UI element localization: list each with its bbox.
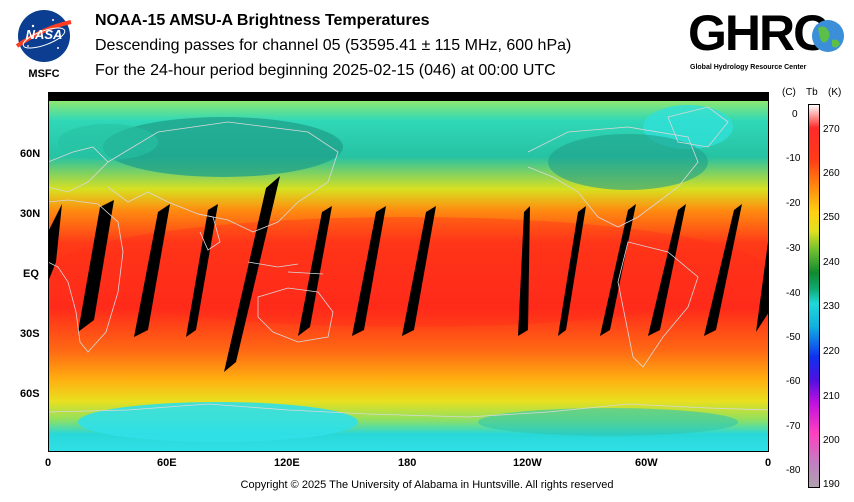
lon-tick-180: 180	[398, 457, 417, 469]
map-frame	[48, 92, 769, 452]
nasa-logo-text: NASA	[25, 27, 63, 42]
chart-title: NOAA-15 AMSU-A Brightness Temperatures	[95, 12, 430, 29]
chart-subtitle: Descending passes for channel 05 (53595.…	[95, 37, 572, 54]
celsius-tick-m60: -60	[786, 376, 801, 387]
celsius-tick-m40: -40	[786, 288, 801, 299]
globe-icon	[812, 20, 844, 52]
celsius-tick-m70: -70	[786, 421, 801, 432]
colorbar	[808, 104, 820, 488]
coastlines	[47, 106, 770, 418]
kelvin-tick-210: 210	[823, 391, 840, 402]
colorbar-header-kelvin: (K)	[828, 87, 842, 98]
lon-tick-120w: 120W	[513, 457, 542, 469]
nasa-meatball-icon	[15, 10, 72, 62]
lat-tick-60s: 60S	[20, 388, 40, 400]
celsius-tick-m10: -10	[786, 153, 801, 164]
kelvin-tick-250: 250	[823, 212, 840, 223]
kelvin-tick-200: 200	[823, 435, 840, 446]
swath-gaps	[48, 176, 769, 372]
kelvin-tick-190: 190	[823, 479, 840, 490]
lat-tick-30s: 30S	[20, 328, 40, 340]
copyright-notice: Copyright © 2025 The University of Alaba…	[240, 479, 614, 491]
lon-tick-60e: 60E	[157, 457, 177, 469]
celsius-tick-m50: -50	[786, 332, 801, 343]
ghrc-logo-text: GHRC	[688, 5, 829, 61]
msfc-caption: MSFC	[28, 68, 60, 80]
lon-tick-0-left: 0	[45, 457, 52, 469]
colorbar-header-tb: Tb	[806, 87, 818, 98]
kelvin-tick-230: 230	[823, 301, 840, 312]
map-canvas	[47, 92, 770, 452]
kelvin-tick-240: 240	[823, 257, 840, 268]
brightness-temperature-map	[47, 92, 770, 452]
period-line: For the 24-hour period beginning 2025-02…	[95, 62, 556, 79]
celsius-tick-m20: -20	[786, 198, 801, 209]
colorbar-header-celsius: (C)	[782, 87, 796, 98]
ghrc-logo: GHRC Global Hydrology Resource Center	[688, 5, 848, 78]
ghrc-caption: Global Hydrology Resource Center	[690, 64, 807, 71]
celsius-tick-0: 0	[792, 109, 798, 120]
celsius-tick-m80: -80	[786, 465, 801, 476]
lon-tick-120e: 120E	[274, 457, 300, 469]
lat-tick-eq: EQ	[23, 268, 39, 280]
lon-tick-0-right: 0	[765, 457, 772, 469]
kelvin-tick-220: 220	[823, 346, 840, 357]
lat-tick-60n: 60N	[20, 148, 41, 160]
kelvin-tick-260: 260	[823, 168, 840, 179]
kelvin-tick-270: 270	[823, 124, 840, 135]
lat-tick-30n: 30N	[20, 208, 41, 220]
nasa-logo: NASA MSFC	[13, 8, 75, 80]
celsius-tick-m30: -30	[786, 243, 801, 254]
lon-tick-60w: 60W	[635, 457, 658, 469]
